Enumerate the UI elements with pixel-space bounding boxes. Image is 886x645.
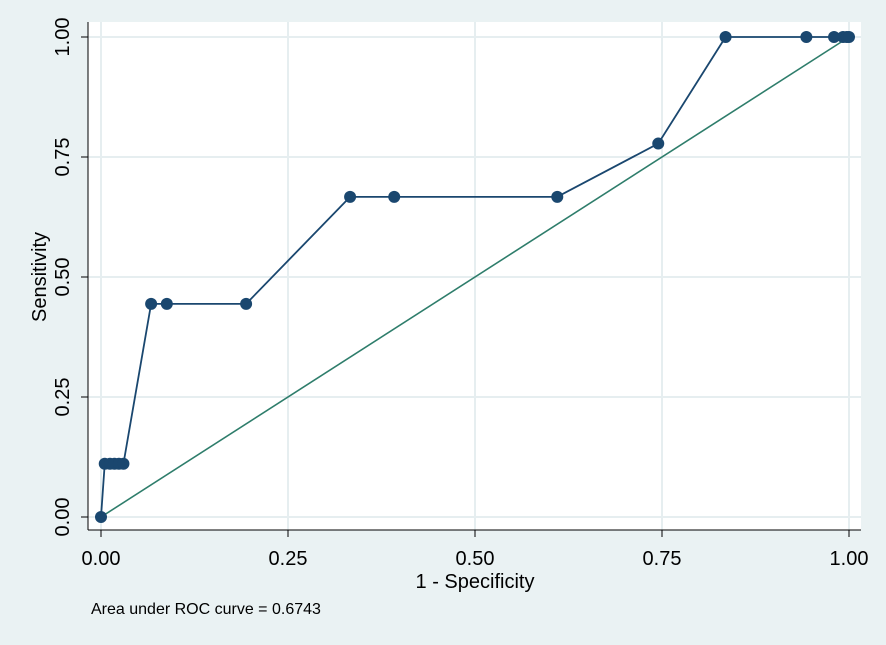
roc-point <box>551 190 564 203</box>
roc-point <box>344 190 357 203</box>
y-axis-title: Sensitivity <box>29 232 51 322</box>
x-tick-label: 0.25 <box>269 548 308 570</box>
roc-point <box>160 297 173 310</box>
roc-point <box>843 31 855 43</box>
roc-point <box>145 297 158 310</box>
x-tick-label: 0.75 <box>643 548 682 570</box>
x-tick-label: 0.50 <box>456 548 495 570</box>
series <box>95 31 855 523</box>
y-tick-label: 0.75 <box>52 138 74 177</box>
reference-line <box>100 36 850 518</box>
y-tick-label: 1.00 <box>52 18 74 57</box>
y-tick-label: 0.00 <box>52 498 74 537</box>
ticks: 0.00 0.00 0.25 0.25 0.50 0.50 0.75 0.75 1.00 1.00 <box>52 18 868 570</box>
roc-point <box>800 31 813 43</box>
roc-point <box>117 457 130 470</box>
roc-point <box>388 190 401 203</box>
roc-point <box>240 297 253 310</box>
x-tick-label: 0.00 <box>82 548 121 570</box>
auc-note: Area under ROC curve = 0.6743 <box>91 601 321 618</box>
y-tick-label: 0.25 <box>52 378 74 417</box>
x-tick-label: 1.00 <box>830 548 869 570</box>
roc-point <box>828 31 841 43</box>
roc-point <box>652 137 665 150</box>
roc-point <box>95 511 107 523</box>
x-axis-title: 1 - Specificity <box>416 571 535 593</box>
y-tick-label: 0.50 <box>52 258 74 297</box>
roc-point <box>719 31 732 43</box>
